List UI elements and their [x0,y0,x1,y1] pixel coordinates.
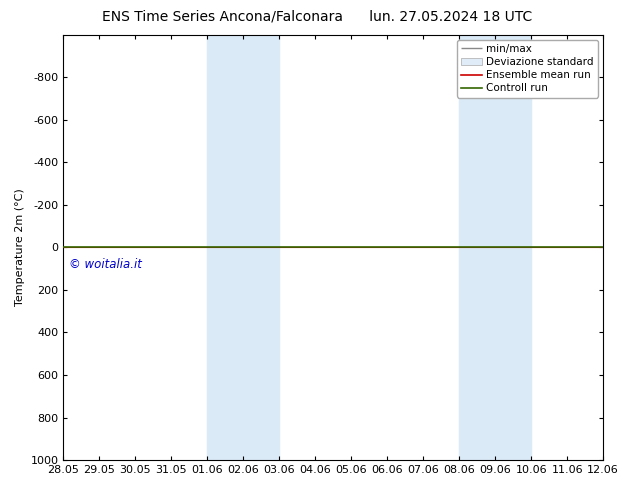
Bar [207,35,280,460]
Bar [459,35,531,460]
Text: ENS Time Series Ancona/Falconara      lun. 27.05.2024 18 UTC: ENS Time Series Ancona/Falconara lun. 27… [102,10,532,24]
Legend: min/max, Deviazione standard, Ensemble mean run, Controll run: min/max, Deviazione standard, Ensemble m… [457,40,598,98]
Y-axis label: Temperature 2m (°C): Temperature 2m (°C) [15,189,25,306]
Text: © woitalia.it: © woitalia.it [69,258,141,271]
